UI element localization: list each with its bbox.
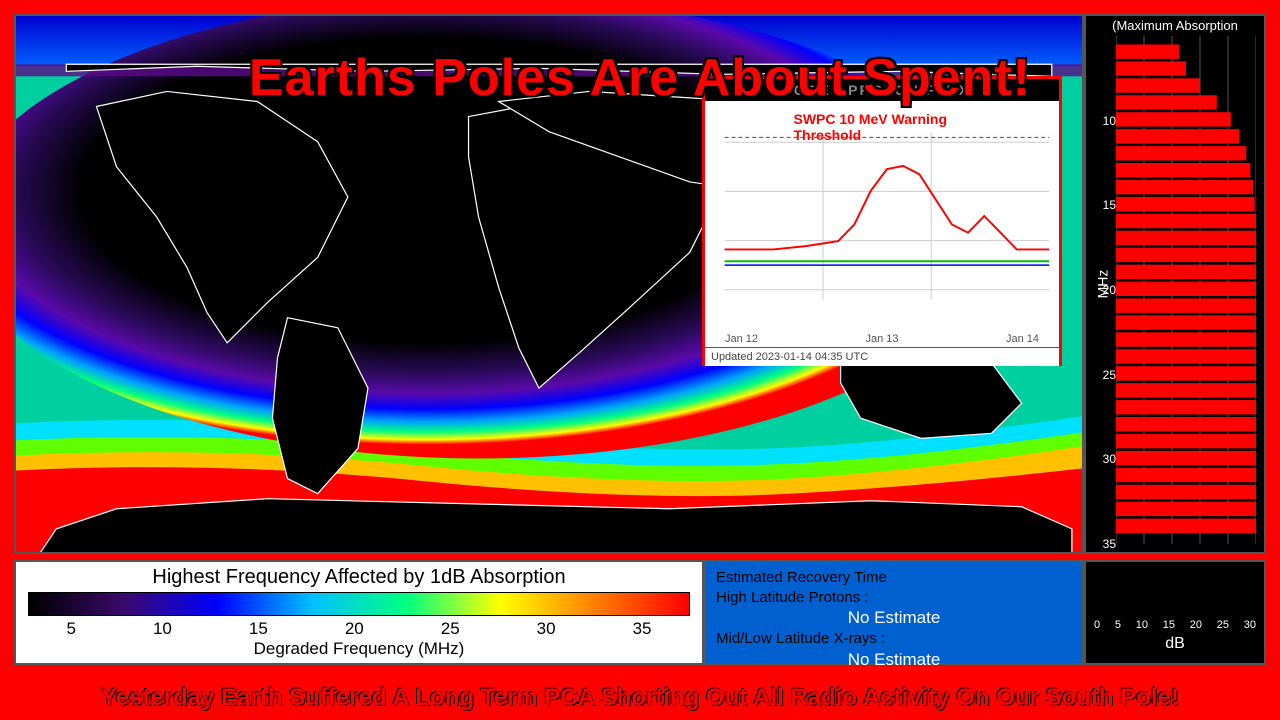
db-xtick: 0 — [1094, 619, 1100, 631]
legend-tick: 20 — [345, 619, 364, 639]
legend-tick: 15 — [249, 619, 268, 639]
legend-tick: 10 — [153, 619, 172, 639]
legend-tick: 5 — [67, 619, 76, 639]
bottom-caption: Yesterday Earth Suffered A Long Term PCA… — [14, 684, 1266, 712]
inset-xlabel-2: Jan 14 — [1006, 333, 1039, 345]
absorption-bars — [1116, 36, 1256, 544]
db-xtick: 5 — [1115, 619, 1121, 631]
abs-ytick: 10 — [1103, 114, 1116, 128]
inset-xlabel-1: Jan 13 — [865, 333, 898, 345]
inset-plot-area: SWPC 10 MeV Warning Threshold — [705, 101, 1059, 331]
recovery-row-0-value: No Estimate — [716, 607, 1072, 629]
recovery-row-1-value: No Estimate — [716, 649, 1072, 671]
db-axis-panel: 0 5 10 15 20 25 30 dB — [1084, 560, 1266, 665]
abs-ytick: 25 — [1103, 368, 1116, 382]
frequency-legend: Highest Frequency Affected by 1dB Absorp… — [14, 560, 704, 665]
legend-tick: 35 — [633, 619, 652, 639]
db-xtick: 20 — [1190, 619, 1202, 631]
legend-gradient-bar — [28, 592, 690, 616]
legend-axis-label: Degraded Frequency (MHz) — [28, 639, 690, 659]
db-xticks: 0 5 10 15 20 25 30 — [1094, 619, 1256, 631]
inset-xlabel-0: Jan 12 — [725, 333, 758, 345]
inset-x-labels: Jan 12 Jan 13 Jan 14 — [705, 331, 1059, 347]
db-label: dB — [1086, 635, 1264, 653]
headline-text: Earths Poles Are About Spent! — [40, 48, 1240, 108]
legend-title: Highest Frequency Affected by 1dB Absorp… — [28, 566, 690, 589]
recovery-panel: Estimated Recovery Time High Latitude Pr… — [704, 560, 1084, 665]
db-xtick: 15 — [1163, 619, 1175, 631]
abs-ytick: 15 — [1103, 198, 1116, 212]
legend-tick: 30 — [537, 619, 556, 639]
abs-ytick: 35 — [1103, 537, 1116, 551]
proton-flux-inset: GOES PROTON FLUX SWPC 10 MeV Warning Thr… — [702, 76, 1062, 366]
db-xtick: 30 — [1244, 619, 1256, 631]
inset-footer: Updated 2023-01-14 04:35 UTC — [705, 347, 1059, 366]
recovery-row-0-label: High Latitude Protons : — [716, 588, 1072, 608]
abs-ytick: 20 — [1103, 283, 1116, 297]
recovery-row-1-label: Mid/Low Latitude X-rays : — [716, 629, 1072, 649]
recovery-title: Estimated Recovery Time — [716, 568, 1072, 588]
db-xtick: 25 — [1217, 619, 1229, 631]
absorption-title: (Maximum Absorption — [1090, 18, 1260, 33]
legend-ticks: 5 10 15 20 25 30 35 — [28, 619, 690, 639]
absorption-yticks: 101520253035 — [1096, 36, 1116, 544]
abs-ytick: 30 — [1103, 452, 1116, 466]
legend-tick: 25 — [441, 619, 460, 639]
db-xtick: 10 — [1136, 619, 1148, 631]
threshold-label: SWPC 10 MeV Warning Threshold — [794, 111, 971, 143]
